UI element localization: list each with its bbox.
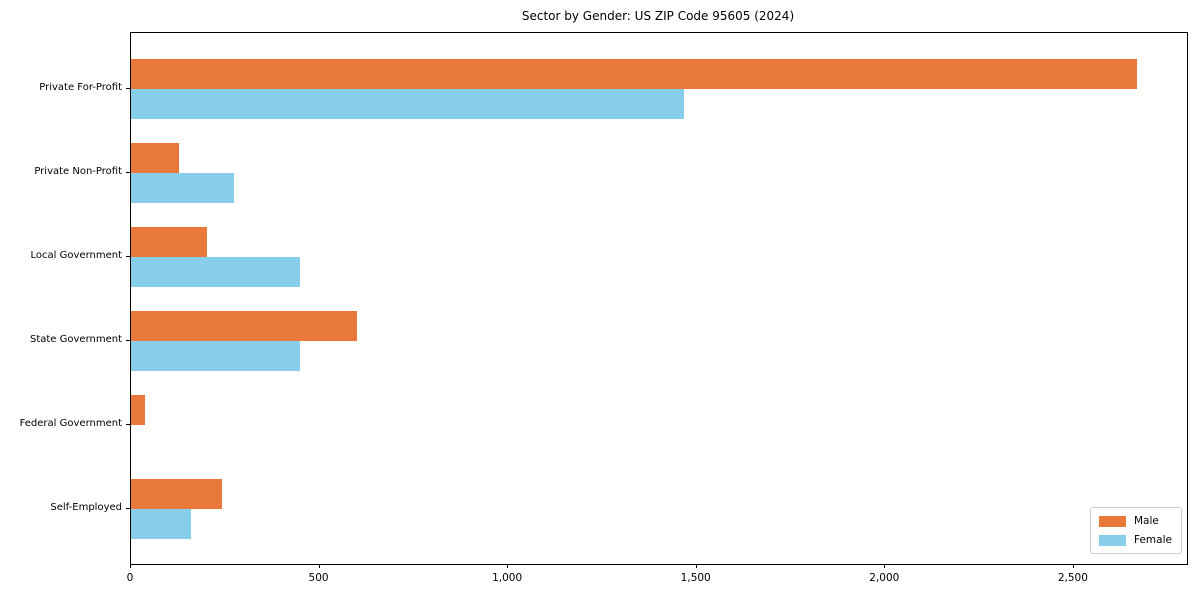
x-tick-mark-2500 [1072, 564, 1074, 568]
category-label-state-government: State Government [29, 334, 122, 345]
x-tick-label-2000: 2,000 [869, 572, 900, 584]
legend-swatch-male [1099, 515, 1126, 527]
bar-female-self-employed [131, 509, 191, 539]
y-tick-mark-local-government [126, 256, 130, 257]
x-tick-mark-500 [318, 564, 320, 568]
chart-title: Sector by Gender: US ZIP Code 95605 (202… [521, 9, 795, 23]
category-label-local-government: Local Government [30, 250, 122, 261]
legend-entry-male: Male [1099, 515, 1173, 527]
legend-label-male: Male [1134, 515, 1159, 527]
legend-entry-female: Female [1099, 534, 1173, 546]
legend-swatch-female [1099, 534, 1126, 546]
bar-male-local-government [131, 227, 207, 257]
bar-male-self-employed [131, 479, 222, 509]
y-tick-mark-private-for-profit [126, 88, 130, 89]
bar-female-local-government [131, 257, 300, 287]
y-tick-mark-self-employed [126, 508, 130, 509]
bar-male-state-government [131, 311, 357, 341]
bar-male-private-for-profit [131, 59, 1137, 89]
category-label-self-employed: Self-Employed [50, 502, 122, 513]
x-tick-mark-2000 [884, 564, 886, 568]
x-tick-label-1000: 1,000 [492, 572, 523, 584]
bar-male-private-non-profit [131, 143, 179, 173]
y-tick-mark-private-non-profit [126, 172, 130, 173]
category-label-federal-government: Federal Government [19, 418, 122, 429]
category-label-private-non-profit: Private Non-Profit [34, 166, 122, 177]
bar-male-federal-government [131, 395, 145, 425]
x-tick-mark-1500 [695, 564, 697, 568]
y-tick-mark-state-government [126, 340, 130, 341]
legend-label-female: Female [1134, 534, 1172, 546]
bar-female-private-for-profit [131, 89, 684, 119]
category-label-private-for-profit: Private For-Profit [39, 82, 122, 93]
legend: Male Female [1090, 507, 1182, 554]
x-tick-mark-1000 [507, 564, 509, 568]
x-tick-label-2500: 2,500 [1057, 572, 1088, 584]
bar-female-private-non-profit [131, 173, 234, 203]
x-tick-label-1500: 1,500 [680, 572, 711, 584]
x-tick-label-0: 0 [126, 572, 134, 584]
x-tick-label-500: 500 [308, 572, 329, 584]
x-tick-mark-0 [130, 564, 131, 568]
plot-area: Male Female [130, 32, 1188, 565]
y-tick-mark-federal-government [126, 424, 130, 425]
bar-female-state-government [131, 341, 300, 371]
